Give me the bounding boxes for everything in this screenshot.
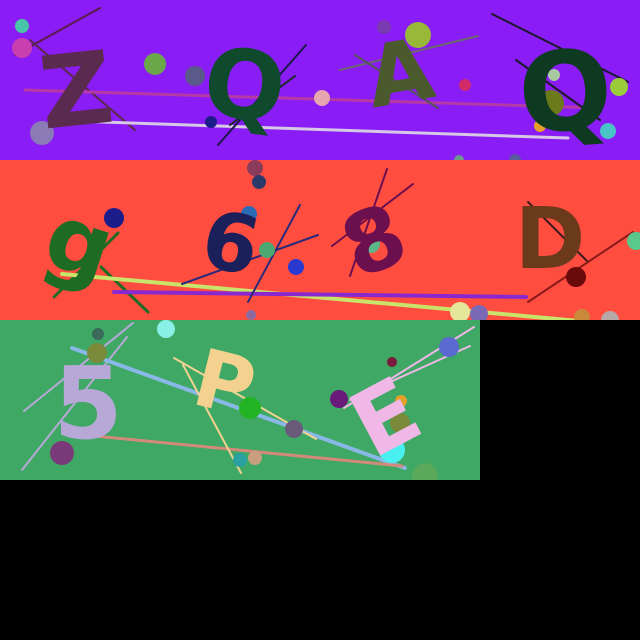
glyph-1-4: Q [514,25,616,159]
row-1-background [0,0,640,160]
row-1-noise-dots [12,19,628,160]
row-3-canvas: 5 P E [0,320,480,480]
row-2-noise-dots [104,160,640,320]
row-2-noise-lines [52,168,634,320]
row-3-noise-dots [50,320,459,480]
glyph-2-4: D [515,190,586,289]
row-1-canvas: Z Q A Q [0,0,640,160]
row-2-canvas: g 6 8 D [0,160,640,320]
row-1-glyphs: Z Q A Q [34,19,616,159]
captcha-row-3: 5 P E [0,320,480,480]
glyph-1-1: Z [34,29,118,153]
row-1-noise-lines [14,7,629,146]
glyph-3-1: 5 [53,345,123,462]
captcha-row-2: g 6 8 D [0,160,640,320]
captcha-row-1: Z Q A Q [0,0,640,160]
glyph-1-2: Q [197,26,292,146]
